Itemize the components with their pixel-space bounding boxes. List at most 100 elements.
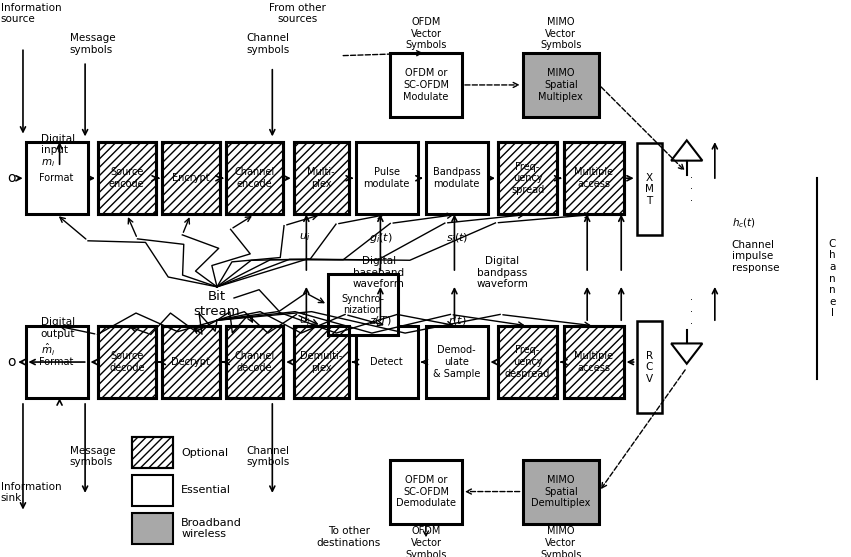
Text: $z(T)$: $z(T)$ [369,314,391,327]
Bar [523,460,599,524]
Text: Freq-
uency
spread: Freq- uency spread [511,162,545,195]
Bar [498,142,557,214]
Bar [564,326,624,398]
Text: $u_i$: $u_i$ [299,231,311,243]
Bar [98,142,156,214]
Bar [132,437,173,468]
Bar [294,142,349,214]
Bar [564,142,624,214]
Bar [356,142,418,214]
Bar [328,274,398,335]
Text: OFDM
Vector
Symbols: OFDM Vector Symbols [405,17,447,50]
Text: X
M
T: X M T [645,173,654,206]
Bar [132,513,173,544]
Text: o: o [7,355,15,369]
Bar [294,142,349,214]
Bar [498,142,557,214]
Text: OFDM or
SC-OFDM
Demodulate: OFDM or SC-OFDM Demodulate [396,475,456,508]
Text: Multiple
access: Multiple access [574,168,614,189]
Text: Digital
bandpass
waveform: Digital bandpass waveform [477,256,528,290]
Bar [356,326,418,398]
Text: $r(t)$: $r(t)$ [448,314,466,327]
Text: Digital
output
$\hat{m}_i$: Digital output $\hat{m}_i$ [41,317,76,358]
Text: Channel
symbols: Channel symbols [247,446,290,467]
Bar [162,142,220,214]
Text: MIMO
Spatial
Demultiplex: MIMO Spatial Demultiplex [531,475,591,508]
Bar [162,326,220,398]
Bar [98,326,156,398]
Bar [564,142,624,214]
Bar [294,142,349,214]
Text: Message
symbols: Message symbols [70,33,116,55]
Bar [564,326,624,398]
Text: $g_i(t)$: $g_i(t)$ [368,231,392,246]
Bar [226,326,283,398]
Text: $\hat{u}_i$: $\hat{u}_i$ [299,312,311,329]
Bar [162,326,220,398]
Bar [98,326,156,398]
Text: Essential: Essential [181,486,231,495]
Text: Freq-
uency
despread: Freq- uency despread [505,345,551,379]
Text: Channel
encode: Channel encode [234,168,275,189]
Text: Synchro-
nization: Synchro- nization [341,294,385,315]
Text: Digital
baseband
waveform: Digital baseband waveform [353,256,404,290]
Text: ·
·
·: · · · [689,173,693,206]
Bar [26,142,88,214]
Bar [637,321,662,413]
Bar [132,475,173,506]
Text: MIMO
Vector
Symbols: MIMO Vector Symbols [540,526,581,557]
Text: Bit
stream: Bit stream [194,290,240,317]
Bar [390,53,462,117]
Text: $h_c(t)$: $h_c(t)$ [732,216,756,229]
Text: OFDM
Vector
Symbols: OFDM Vector Symbols [405,526,447,557]
Bar [98,142,156,214]
Text: ·
·
·: · · · [689,295,693,329]
Bar [226,326,283,398]
Text: To other
destinations: To other destinations [317,526,381,548]
Bar [226,142,283,214]
Text: Message
symbols: Message symbols [70,446,116,467]
Text: From other
sources: From other sources [270,3,326,25]
Bar [132,437,173,468]
Text: Detect: Detect [370,357,403,367]
Text: MIMO
Vector
Symbols: MIMO Vector Symbols [540,17,581,50]
Bar [498,326,557,398]
Text: Demulti-
plex: Demulti- plex [300,351,342,373]
Bar [162,326,220,398]
Text: Bandpass
modulate: Bandpass modulate [433,168,480,189]
Bar [294,326,349,398]
Text: o: o [7,171,15,185]
Bar [98,326,156,398]
Bar [498,326,557,398]
Bar [226,326,283,398]
Text: Multiple
access: Multiple access [574,351,614,373]
Text: Channel
symbols: Channel symbols [247,33,290,55]
Bar [294,326,349,398]
Bar [162,142,220,214]
Text: Optional: Optional [181,448,228,457]
Text: Multi-
plex: Multi- plex [307,168,335,189]
Text: Encrypt: Encrypt [172,173,209,183]
Text: MIMO
Spatial
Multiplex: MIMO Spatial Multiplex [539,69,583,101]
Text: Source
decode: Source decode [109,351,145,373]
Bar [564,142,624,214]
Bar [498,326,557,398]
Text: Format: Format [39,173,74,183]
Text: Channel
impulse
response: Channel impulse response [732,240,780,273]
Bar [26,326,88,398]
Text: Broadband
wireless: Broadband wireless [181,517,243,539]
Bar [426,326,488,398]
Bar [390,460,462,524]
Text: Decrypt: Decrypt [171,357,210,367]
Text: $s_i(t)$: $s_i(t)$ [446,232,468,245]
Text: Source
encode: Source encode [109,168,145,189]
Text: Demod-
ulate
& Sample: Demod- ulate & Sample [433,345,480,379]
Text: Information
sink: Information sink [1,482,61,504]
Text: C
h
a
n
n
e
l: C h a n n e l [829,239,836,318]
Bar [162,142,220,214]
Text: R
C
V: R C V [646,351,653,384]
Bar [226,142,283,214]
Text: Digital
input
$m_i$: Digital input $m_i$ [41,134,75,169]
Text: Pulse
modulate: Pulse modulate [363,168,410,189]
Text: Information
source: Information source [1,3,61,25]
